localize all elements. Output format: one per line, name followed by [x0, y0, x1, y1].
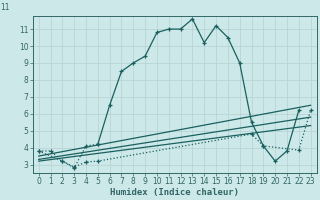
Text: 11: 11 [1, 3, 10, 12]
X-axis label: Humidex (Indice chaleur): Humidex (Indice chaleur) [110, 188, 239, 197]
